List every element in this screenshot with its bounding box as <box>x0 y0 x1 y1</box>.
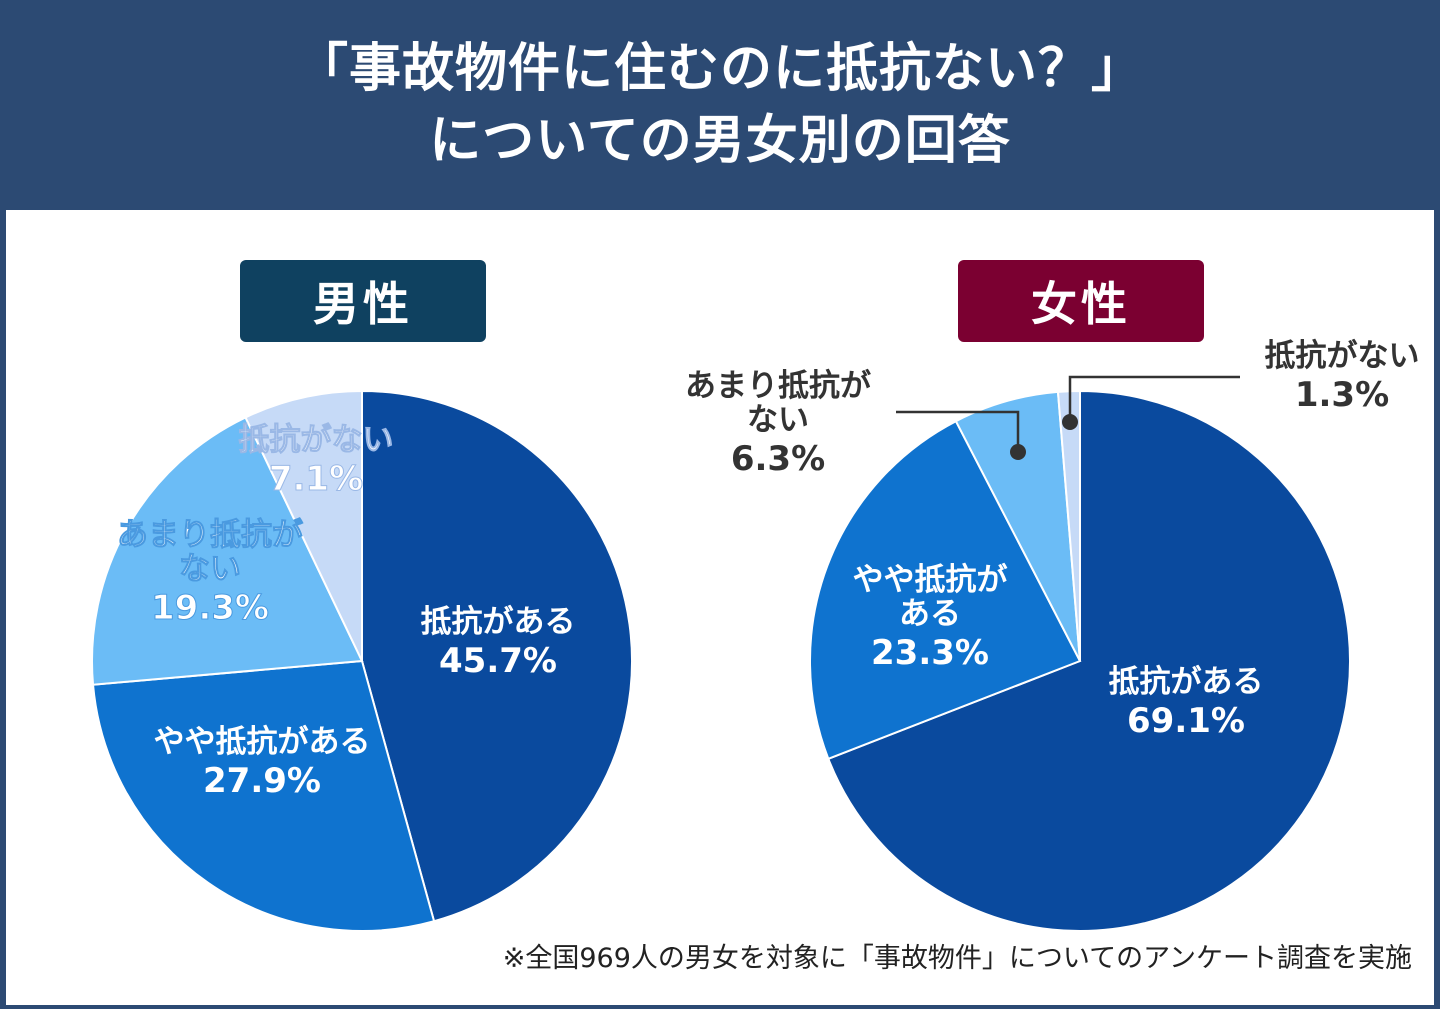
chart-header: 「事故物件に住むのに抵抗ない？」 についての男女別の回答 <box>0 0 1440 210</box>
pie-slice-male-2 <box>91 659 436 932</box>
title-line-1: 「事故物件に住むのに抵抗ない？」 <box>295 39 1144 99</box>
slice-label-line: 抵抗がない <box>239 422 394 458</box>
slice-label-line: 6.3% <box>731 439 825 479</box>
pie-slice-male-4 <box>244 389 363 662</box>
slice-label-line: 19.3% <box>151 588 269 628</box>
slice-label-line: 27.9% <box>203 761 321 801</box>
pie-slice-female-2 <box>809 419 1082 761</box>
leader-line-female-3 <box>896 410 1020 452</box>
slice-label-male-1: 抵抗がある 45.7% <box>421 604 576 681</box>
leader-dot-female-3 <box>1010 444 1026 460</box>
survey-footnote: ※全国969人の男女を対象に「事故物件」についてのアンケート調査を実施 <box>502 943 1412 974</box>
slice-label-line: あまり抵抗が <box>117 517 303 553</box>
slice-label-line: あまり抵抗が <box>685 368 871 404</box>
leader-line-female-4 <box>1068 375 1240 422</box>
slice-label-line: 7.1% <box>269 459 363 499</box>
slice-label-line: ない <box>179 551 241 587</box>
slice-label-line: 69.1% <box>1127 701 1245 741</box>
slice-label-line: 抵抗がない <box>1265 338 1420 374</box>
leader-dot-female-4 <box>1062 414 1078 430</box>
slice-label-line: 抵抗がある <box>421 604 576 640</box>
female-badge: 女性 <box>958 260 1204 342</box>
slice-label-line: 抵抗がある <box>1109 664 1264 700</box>
slice-label-male-3: あまり抵抗がない 19.3% <box>117 517 303 628</box>
slice-label-line: やや抵抗が <box>853 562 1008 598</box>
slice-label-male-4: 抵抗がない 7.1% <box>239 422 394 499</box>
pie-slice-female-1 <box>827 389 1351 932</box>
slice-label-female-1: 抵抗がある 69.1% <box>1109 664 1264 741</box>
pie-slice-male-1 <box>361 389 634 923</box>
slice-label-line: 1.3% <box>1295 375 1389 415</box>
slice-label-line: ない <box>747 402 809 438</box>
slice-label-female-4: 抵抗がない 1.3% <box>1265 338 1420 415</box>
slice-label-line: ある <box>899 596 961 632</box>
slice-label-female-2: やや抵抗がある 23.3% <box>853 562 1008 673</box>
slice-label-line: 45.7% <box>439 641 557 681</box>
title-line-2: についての男女別の回答 <box>429 111 1011 171</box>
pie-slice-male-3 <box>91 416 364 686</box>
slice-label-line: 23.3% <box>871 633 989 673</box>
slice-label-female-3: あまり抵抗がない 6.3% <box>685 368 871 479</box>
slice-label-line: やや抵抗がある <box>154 724 371 760</box>
male-badge: 男性 <box>240 260 486 342</box>
slice-label-male-2: やや抵抗がある 27.9% <box>154 724 371 801</box>
